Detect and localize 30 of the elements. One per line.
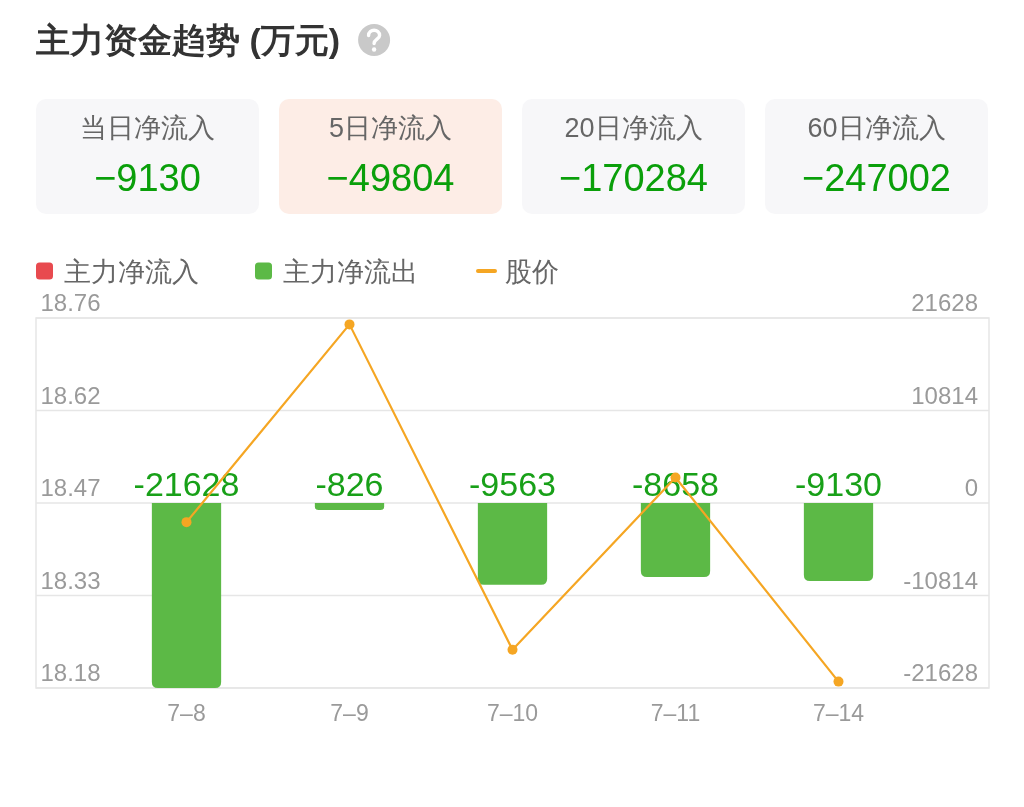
- y2-tick-label: 10814: [911, 381, 978, 409]
- x-tick-label: 7–8: [167, 700, 206, 726]
- y2-tick-label: -21628: [903, 659, 978, 686]
- x-tick-label: 7–14: [812, 700, 865, 726]
- y2-tick-label: 0: [964, 474, 978, 501]
- data-label: −9130: [94, 157, 201, 199]
- x-tick-label: 7–9: [330, 700, 369, 726]
- category-label: 5日净流入: [328, 113, 453, 143]
- category-label: 20日净流入: [564, 113, 703, 143]
- y-tick-label: 18.47: [40, 474, 101, 501]
- legend-label: 股价: [505, 257, 559, 287]
- data-label: -826: [315, 465, 384, 503]
- data-label: −49804: [326, 157, 455, 199]
- y-tick-label: 18.33: [40, 566, 101, 594]
- x-tick-label: 7–11: [650, 700, 701, 726]
- legend-label: 主力净流入: [64, 257, 199, 287]
- y2-tick-label: -10814: [903, 566, 978, 594]
- y-tick-label: 18.76: [40, 289, 101, 316]
- legend-label: 主力净流出: [283, 257, 418, 287]
- category-label: 当日净流入: [80, 113, 215, 143]
- data-label: −247002: [802, 157, 951, 199]
- y2-tick-label: 21628: [911, 289, 978, 316]
- data-label: −170284: [559, 157, 708, 199]
- data-label: -9130: [795, 465, 882, 503]
- y-tick-label: 18.62: [40, 381, 101, 409]
- data-label: -9563: [469, 465, 556, 503]
- text: 主力资金趋势 (万元): [35, 21, 341, 59]
- category-label: 60日净流入: [807, 113, 946, 143]
- x-tick-label: 7–10: [486, 700, 539, 726]
- y-tick-label: 18.18: [40, 659, 101, 686]
